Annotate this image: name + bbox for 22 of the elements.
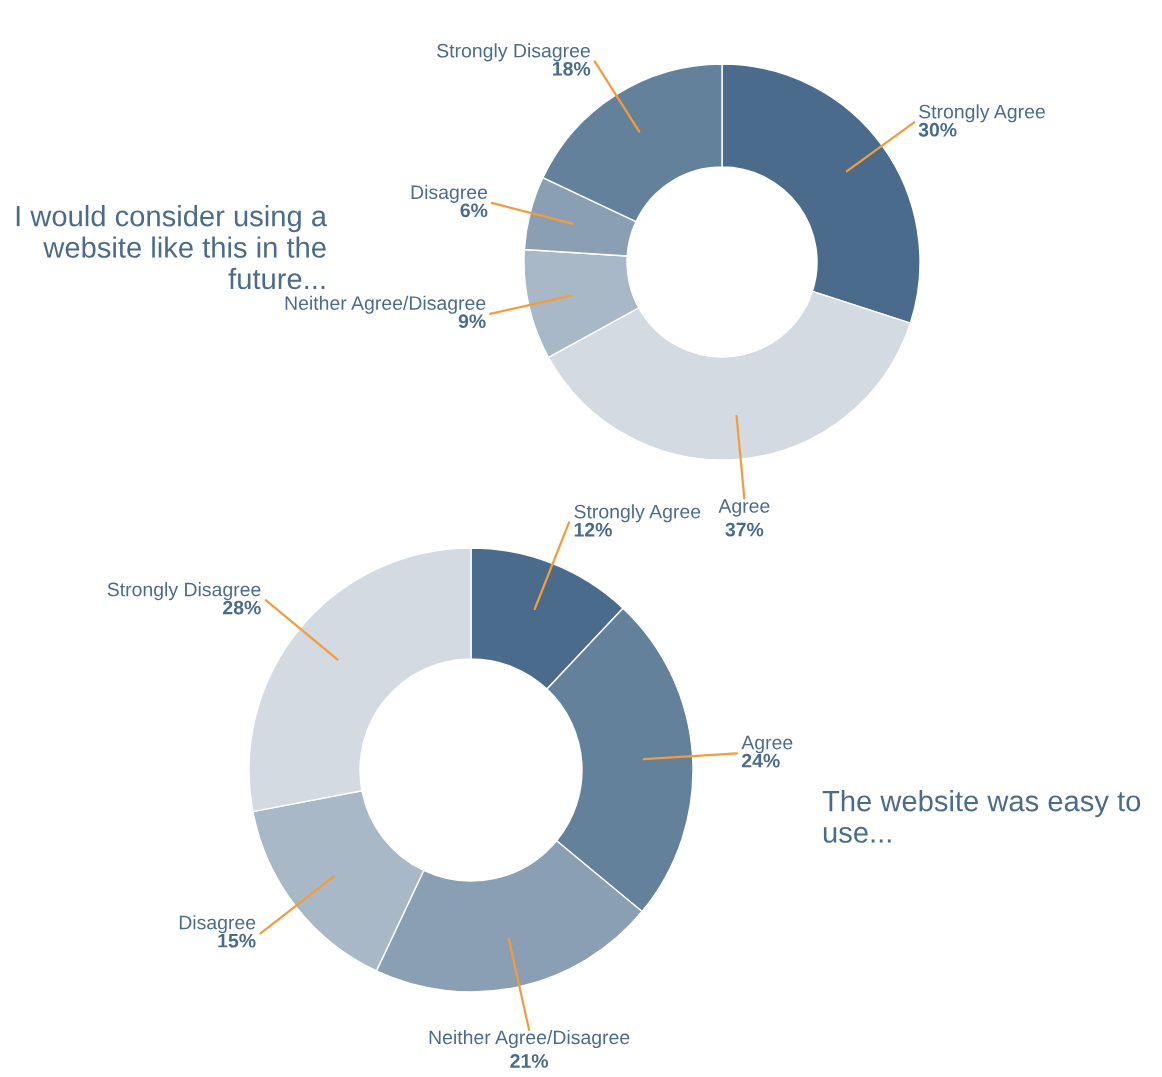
data-label: 37% (725, 522, 764, 537)
slice-label: Strongly Agree (919, 104, 1045, 123)
text: I would consider using a website like this in the future... (16, 205, 328, 290)
slice-label: Strongly Disagree (107, 582, 261, 601)
slice-label: Strongly Agree (574, 504, 701, 523)
data-label: 28% (223, 600, 261, 615)
data-label: 9% (458, 314, 486, 329)
slice-label: Agree (718, 499, 770, 517)
data-label: 15% (218, 933, 256, 948)
data-label: 18% (553, 61, 591, 76)
slice-label: Neither Agree/Disagree (285, 295, 486, 314)
slice-label: Neither Agree/Disagree (429, 1029, 630, 1049)
data-label: 21% (510, 1054, 549, 1068)
slice-label: Strongly Disagree (437, 43, 590, 62)
slice-label: Disagree (179, 915, 256, 934)
data-label: 30% (918, 122, 957, 137)
data-label: 12% (574, 522, 612, 537)
slice-label: Disagree (411, 184, 488, 203)
slice-label: Agree (741, 735, 793, 754)
data-label: 24% (741, 753, 780, 768)
text: The website was easy to use... (822, 790, 1141, 843)
data-label: 6% (460, 203, 488, 218)
